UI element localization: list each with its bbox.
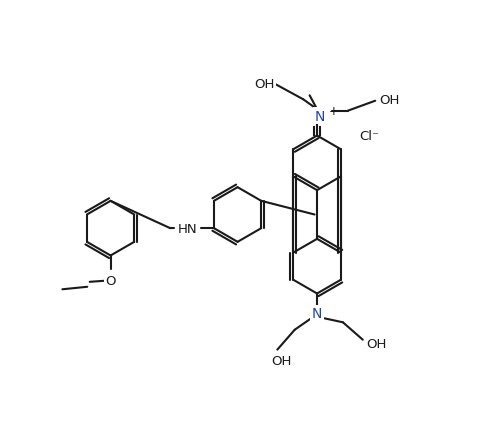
Text: OH: OH bbox=[379, 94, 400, 107]
Text: N: N bbox=[314, 109, 324, 123]
Text: OH: OH bbox=[254, 78, 275, 91]
Text: +: + bbox=[328, 105, 338, 118]
Text: OH: OH bbox=[366, 338, 387, 350]
Text: HN: HN bbox=[178, 222, 198, 235]
Text: Cl⁻: Cl⁻ bbox=[359, 130, 379, 143]
Text: O: O bbox=[106, 274, 116, 287]
Text: N: N bbox=[312, 307, 322, 321]
Text: OH: OH bbox=[271, 354, 291, 367]
